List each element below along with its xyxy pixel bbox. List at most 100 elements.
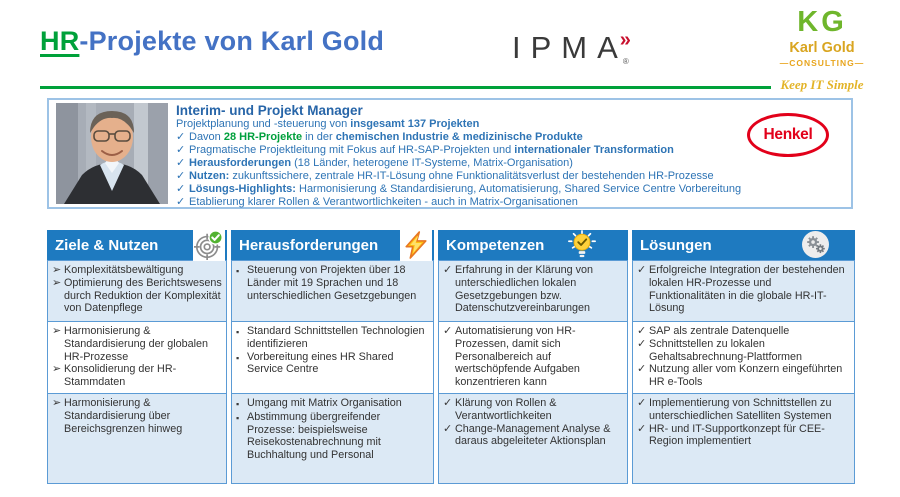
check-bullet-icon: ✓ xyxy=(176,183,186,195)
cell-item-text: Harmonisierung & Standardisierung der gl… xyxy=(64,325,209,363)
profile-subheading: Projektplanung und -steuerung von insges… xyxy=(176,118,776,131)
profile-sub-bold: insgesamt 137 Projekten xyxy=(350,118,480,130)
cell-list-item: ✓ Nutzung aller vom Konzern eingeführten … xyxy=(637,363,850,389)
cell-item-text: Umgang mit Matrix Organisation xyxy=(247,397,402,409)
cell-list-item: ✓ Automatisierung von HR-Prozessen, damit… xyxy=(443,325,623,389)
cell-item-text: Konsolidierung der HR-Stammdaten xyxy=(64,363,177,389)
table-column-loesungen: Lösungen xyxy=(632,230,855,484)
cell-list-item: ✓ Klärung von Rollen & Verantwortlichkeit… xyxy=(443,397,623,423)
cell-list-item: ▪ Abstimmung übergreifender Prozesse: bei… xyxy=(236,411,429,462)
check-bullet-icon: ✓ xyxy=(637,422,647,435)
title-underline-rule xyxy=(40,86,771,89)
cell-list-item: ✓ HR- und IT-Supportkonzept für CEE-Regio… xyxy=(637,423,850,449)
cell-item-text: HR- und IT-Supportkonzept für CEE-Region… xyxy=(649,422,825,448)
profile-text: Interim- und Projekt Manager Projektplan… xyxy=(176,103,776,209)
profile-bullet-text: Nutzen: zukunftssichere, zentrale HR-IT-… xyxy=(189,170,714,182)
cell-item-text: SAP als zentrale Datenquelle xyxy=(649,325,790,337)
profile-heading: Interim- und Projekt Manager xyxy=(176,103,363,118)
table-column-herausforderungen: Herausforderungen ▪ Steuerung von Projekt… xyxy=(231,229,434,484)
gears-icon xyxy=(802,231,829,258)
table-cell: ▪ Steuerung von Projekten über 18 Länder … xyxy=(231,260,434,322)
title-rest: -Projekte von Karl Gold xyxy=(79,26,385,56)
lightning-icon xyxy=(400,229,432,261)
profile-bullet: ✓ Lösungs-Highlights: Harmonisierung & St… xyxy=(176,183,776,196)
square-bullet-icon: ▪ xyxy=(236,412,240,423)
cell-list-item: ▪ Standard Schnittstellen Technologien id… xyxy=(236,325,429,351)
check-bullet-icon: ✓ xyxy=(443,397,453,409)
cell-list-item: ✓ Erfahrung in der Klärung von unterschie… xyxy=(443,264,623,315)
target-check-icon xyxy=(193,229,225,261)
henkel-logo: Henkel xyxy=(747,113,829,157)
cell-item-text: Nutzung aller vom Konzern eingeführten H… xyxy=(649,363,843,389)
check-bullet-icon: ✓ xyxy=(443,422,453,435)
profile-bullet-text: Pragmatische Projektleitung mit Fokus au… xyxy=(189,144,674,156)
profile-bullet-text: Davon 28 HR-Projekte in der chemischen I… xyxy=(189,131,583,143)
cell-list-item: ▪ Steuerung von Projekten über 18 Länder … xyxy=(236,264,429,302)
check-bullet-icon: ✓ xyxy=(176,196,186,208)
table-header-kompetenzen: Kompetenzen xyxy=(438,230,628,260)
header-label: Herausforderungen xyxy=(239,236,379,254)
table-cell: ✓ Implementierung von Schnittstellen zu u… xyxy=(632,394,855,484)
table-header-loesungen: Lösungen xyxy=(632,230,855,260)
profile-bullet-text: Herausforderungen (18 Länder, heterogene… xyxy=(189,157,573,169)
table-cell: ➢ Harmonisierung & Standardisierung der g… xyxy=(47,322,227,394)
cell-item-text: Klärung von Rollen & Verantwortlichkeite… xyxy=(455,397,557,422)
cell-list-item: ➢ Komplexitätsbewältigung xyxy=(52,264,222,277)
portrait-photo xyxy=(56,103,168,204)
check-bullet-icon: ✓ xyxy=(637,363,647,376)
header-label: Ziele & Nutzen xyxy=(55,236,159,254)
cell-item-text: Optimierung des Berichtswesens durch Red… xyxy=(64,276,222,315)
profile-bullet: ✓ Pragmatische Projektleitung mit Fokus a… xyxy=(176,144,776,157)
table-column-ziele-nutzen: Ziele & Nutzen ➢ Komplexitätsbe xyxy=(47,229,227,484)
column-cells: ✓ Erfolgreiche Integration der bestehende… xyxy=(632,260,855,484)
check-bullet-icon: ✓ xyxy=(637,397,647,409)
profile-bullet: ✓ Herausforderungen (18 Länder, heterogen… xyxy=(176,157,776,170)
table-cell: ✓ SAP als zentrale Datenquelle ✓ Schnittste… xyxy=(632,322,855,394)
arrow-bullet-icon: ➢ xyxy=(52,264,62,276)
table-cell: ▪ Umgang mit Matrix Organisation ▪ Abstimmu… xyxy=(231,394,434,484)
kg-initials: KG xyxy=(797,6,847,38)
check-bullet-icon: ✓ xyxy=(176,157,186,169)
arrow-bullet-icon: ➢ xyxy=(52,363,62,376)
column-cells: ➢ Komplexitätsbewältigung ➢ Optimierung des… xyxy=(47,260,227,484)
title-highlight: HR xyxy=(40,26,80,56)
ipma-registered-mark: ® xyxy=(622,57,629,66)
cell-item-text: Automatisierung von HR-Prozessen, damit … xyxy=(455,325,580,389)
cell-list-item: ▪ Vorbereitung eines HR Shared Service Ce… xyxy=(236,351,429,377)
cell-item-text: Harmonisierung & Standardisierung über B… xyxy=(64,397,183,435)
cell-item-text: Implementierung von Schnittstellen zu un… xyxy=(649,397,832,422)
cell-list-item: ➢ Optimierung des Berichtswesens durch Re… xyxy=(52,277,222,315)
cell-list-item: ✓ Schnittstellen zu lokalen Gehaltsabrech… xyxy=(637,338,850,364)
ipma-logo: IPMA» ® xyxy=(512,29,643,66)
profile-card: Interim- und Projekt Manager Projektplan… xyxy=(47,98,853,209)
table-column-kompetenzen: Kompetenzen xyxy=(438,230,628,484)
check-bullet-icon: ✓ xyxy=(637,325,647,337)
table-cell: ➢ Komplexitätsbewältigung ➢ Optimierung des… xyxy=(47,260,227,322)
arrow-bullet-icon: ➢ xyxy=(52,325,62,337)
ipma-wordmark: IPMA xyxy=(512,30,628,65)
cell-item-text: Steuerung von Projekten über 18 Länder m… xyxy=(247,264,417,302)
square-bullet-icon: ▪ xyxy=(236,399,240,409)
cell-item-text: Komplexitätsbewältigung xyxy=(64,264,184,276)
cell-item-text: Change-Management Analyse & daraus abgel… xyxy=(455,422,611,448)
cell-item-text: Erfahrung in der Klärung von unterschied… xyxy=(455,264,594,315)
ipma-chevrons-icon: » xyxy=(619,29,631,51)
profile-bullet: ✓ Davon 28 HR-Projekte in der chemischen … xyxy=(176,131,776,144)
lightbulb-icon xyxy=(566,229,598,261)
table-cell: ➢ Harmonisierung & Standardisierung über … xyxy=(47,394,227,484)
table-cell: ✓ Erfolgreiche Integration der bestehende… xyxy=(632,260,855,322)
cell-list-item: ✓ Implementierung von Schnittstellen zu u… xyxy=(637,397,850,423)
table-header-herausforderungen: Herausforderungen xyxy=(231,229,434,261)
table-cell: ✓ Erfahrung in der Klärung von unterschie… xyxy=(438,260,628,322)
cell-list-item: ➢ Harmonisierung & Standardisierung über … xyxy=(52,397,222,435)
cell-item-text: Vorbereitung eines HR Shared Service Cen… xyxy=(247,350,394,376)
table-cell: ▪ Standard Schnittstellen Technologien id… xyxy=(231,322,434,394)
cell-item-text: Erfolgreiche Integration der bestehenden… xyxy=(649,264,845,315)
column-cells: ▪ Steuerung von Projekten über 18 Länder … xyxy=(231,260,434,484)
header-label: Kompetenzen xyxy=(446,236,545,254)
cell-list-item: ✓ SAP als zentrale Datenquelle xyxy=(637,325,850,338)
check-bullet-icon: ✓ xyxy=(176,144,186,156)
kg-name: Karl Gold xyxy=(789,40,855,57)
table-header-ziele-nutzen: Ziele & Nutzen xyxy=(47,229,227,261)
